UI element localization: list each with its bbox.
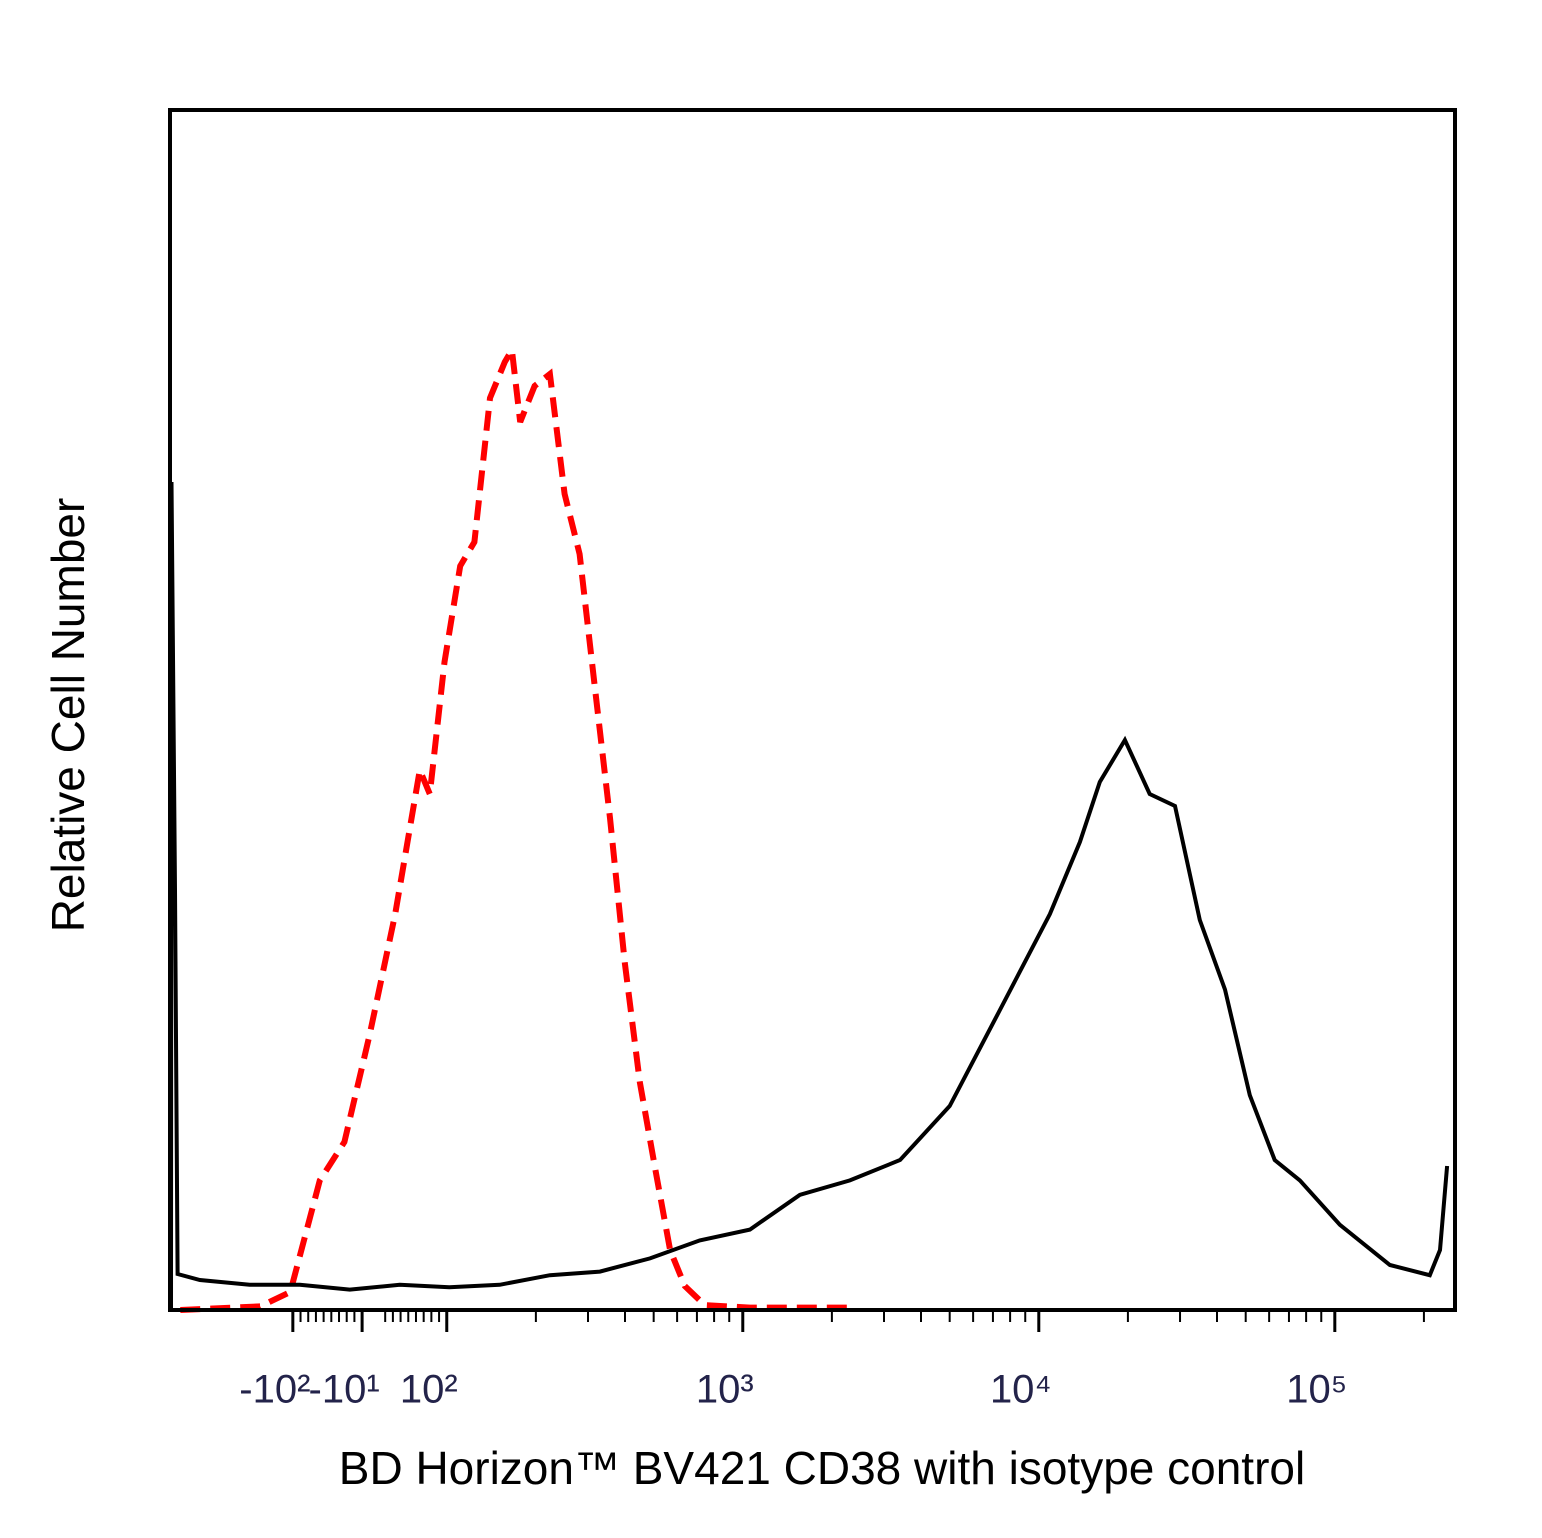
x-tick-label: 10²	[400, 1368, 458, 1412]
x-tick-label: 10³	[696, 1368, 754, 1412]
plot-frame	[168, 108, 1457, 1312]
y-axis-label: Relative Cell Number	[42, 498, 94, 933]
histogram-line	[169, 481, 1450, 1311]
histogram-line	[180, 340, 850, 1313]
x-tick-label: -10²	[239, 1368, 310, 1412]
x-axis-label: BD Horizon™ BV421 CD38 with isotype cont…	[339, 1442, 1305, 1494]
x-tick-label: -10¹	[309, 1368, 380, 1412]
x-tick-label: 10⁵	[1286, 1368, 1347, 1412]
x-tick-label: 10⁴	[990, 1368, 1052, 1412]
